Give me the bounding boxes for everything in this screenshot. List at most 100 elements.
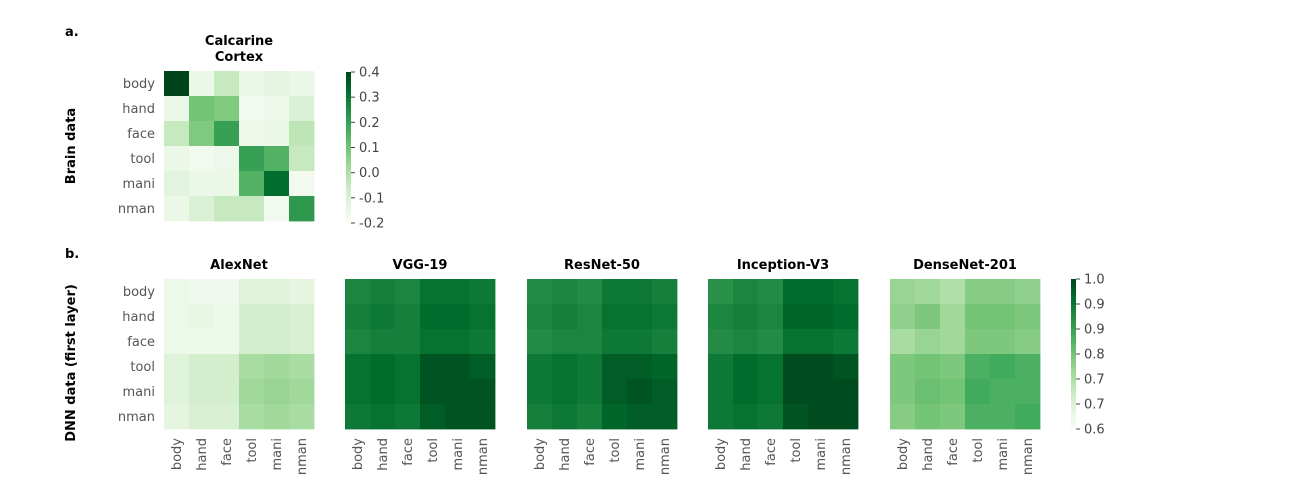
colorbar-segment (346, 162, 351, 166)
heatmap-cell (214, 354, 240, 380)
heatmap-cell (783, 354, 809, 380)
x-tick-label: tool (789, 438, 804, 463)
colorbar-segment (1071, 366, 1076, 370)
heatmap-cell (940, 329, 966, 355)
colorbar-segment (346, 190, 351, 194)
heatmap-cell (527, 354, 553, 380)
colorbar-segment (1071, 389, 1076, 392)
heatmap-cell (189, 279, 215, 305)
panel-label-a: a. (65, 25, 79, 40)
colorbar-segment (346, 92, 351, 96)
colorbar-tick-label: 0.8 (1084, 348, 1105, 363)
colorbar-tick-label: 0.6 (1084, 423, 1105, 438)
heatmap-cell (264, 304, 290, 330)
heatmap-cell (833, 304, 859, 330)
heatmap-cell (965, 304, 991, 330)
colorbar-segment (346, 97, 351, 101)
heatmap-cell (164, 329, 190, 355)
colorbar-segment (346, 220, 351, 224)
heatmap-cell (833, 404, 859, 430)
heatmap-cell (527, 379, 553, 405)
heatmap-cell (214, 121, 240, 147)
heatmap-cell (652, 404, 678, 430)
heatmap-cell (289, 96, 315, 122)
colorbar-segment (1071, 376, 1076, 380)
x-tick-label: tool (971, 438, 986, 463)
heatmap-cell (915, 404, 941, 430)
heatmap-cell (990, 354, 1016, 380)
heatmap-4: Inception-V3 body hand face tool mani nman (708, 258, 859, 475)
heatmap-title: AlexNet (210, 258, 268, 273)
colorbar-segment (346, 172, 351, 176)
heatmap-cell (990, 404, 1016, 430)
y-tick-label: nman (118, 202, 155, 217)
heatmap-cell (370, 404, 396, 430)
heatmap-cell (758, 304, 784, 330)
heatmap-cell (264, 121, 290, 147)
x-tick-label: tool (426, 438, 441, 463)
heatmap-cell (783, 404, 809, 430)
heatmap-cell (708, 279, 734, 305)
colorbar-segment (346, 142, 351, 146)
colorbar-segment (1071, 311, 1076, 315)
heatmap-cell (833, 354, 859, 380)
heatmap-cell (783, 304, 809, 330)
x-tick-label: hand (195, 438, 210, 471)
x-tick-label: hand (376, 438, 391, 471)
heatmap-cell (965, 404, 991, 430)
colorbar-segment (1071, 291, 1076, 295)
heatmap-cell (264, 71, 290, 97)
heatmap-cell (890, 329, 916, 355)
colorbar-segment (346, 207, 351, 211)
colorbar-tick-label: 0.7 (1084, 398, 1105, 413)
heatmap-cell (345, 404, 371, 430)
heatmap-cell (239, 71, 265, 97)
heatmap-cell (239, 404, 265, 430)
colorbar-segment (1071, 381, 1076, 385)
colorbar-segment (1071, 399, 1076, 402)
heatmap-cell (239, 171, 265, 197)
x-tick-label: body (896, 438, 911, 470)
heatmap-cell (239, 121, 265, 147)
heatmap-cell (915, 279, 941, 305)
heatmap-cell (395, 329, 421, 355)
heatmap-cell (915, 304, 941, 330)
heatmap-cell (783, 329, 809, 355)
heatmap-cell (577, 354, 603, 380)
colorbar-tick-label: 0.1 (359, 141, 380, 156)
heatmap-cell (708, 354, 734, 380)
colorbar-segment (1071, 316, 1076, 320)
heatmap-cell (264, 404, 290, 430)
colorbar-segment (346, 217, 351, 221)
colorbar-segment (1071, 284, 1076, 287)
colorbar-segment (1071, 314, 1076, 317)
heatmap-cell (808, 304, 834, 330)
heatmap-cell (708, 304, 734, 330)
heatmap-cell (395, 354, 421, 380)
colorbar-tick-label: 0.7 (1084, 373, 1105, 388)
heatmap-cell (289, 121, 315, 147)
heatmap-title: DenseNet-201 (913, 258, 1017, 273)
heatmap-cell (602, 304, 628, 330)
colorbar-segment (346, 182, 351, 186)
heatmap-title: Calcarine Cortex (205, 34, 273, 65)
x-tick-label: nman (295, 438, 310, 475)
x-tick-label: nman (839, 438, 854, 475)
colorbar-segment (346, 109, 351, 113)
heatmap-cell (627, 329, 653, 355)
colorbar-segment (346, 185, 351, 189)
heatmap-cell (733, 279, 759, 305)
heatmap-cell (1015, 379, 1041, 405)
colorbar-segment (346, 215, 351, 219)
colorbar-segment (1071, 281, 1076, 285)
colorbar-segment (1071, 356, 1076, 360)
heatmap-cell (289, 171, 315, 197)
x-tick-label: tool (245, 438, 260, 463)
heatmap-cell (189, 96, 215, 122)
heatmap-cell (289, 146, 315, 172)
heatmap-cell (164, 404, 190, 430)
colorbar-segment (1071, 421, 1076, 425)
heatmap-cell (965, 354, 991, 380)
